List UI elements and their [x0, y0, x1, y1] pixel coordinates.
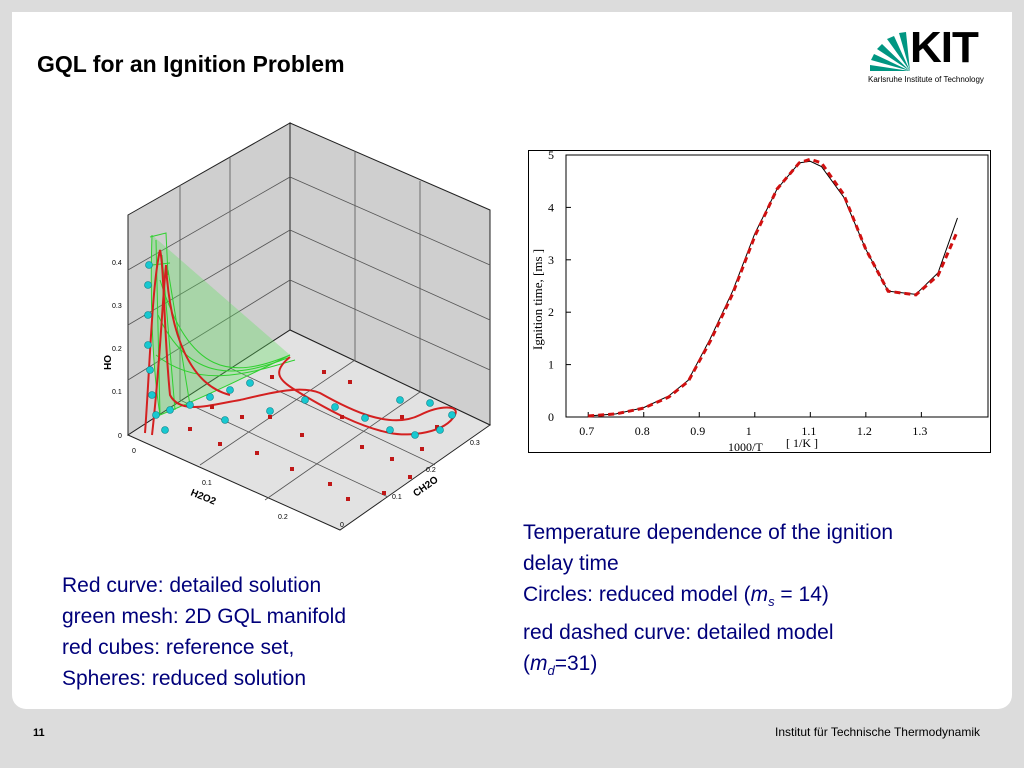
- ch2o-tick: 0.1: [392, 494, 402, 501]
- gql-manifold-mesh: [149, 232, 296, 416]
- kit-subtext: Karlsruhe Institute of Technology: [868, 75, 984, 84]
- floor-plane: [126, 329, 491, 531]
- h2o2-axis-label: H2O2: [189, 488, 218, 508]
- detailed-solution-curve: [144, 249, 457, 436]
- chart-frame: [528, 150, 991, 453]
- ch2o-tick: 0.3: [470, 440, 480, 447]
- footer-institute: Institut für Technische Thermodynamik: [775, 725, 980, 739]
- caption-line: (md=31): [523, 648, 893, 686]
- left-caption: Red curve: detailed solution green mesh:…: [62, 570, 346, 694]
- grid-lines: [127, 151, 491, 501]
- series-solid-line: [588, 160, 958, 417]
- caption-sub: s: [768, 594, 775, 610]
- caption-text: =31): [554, 652, 598, 676]
- plot-area: [565, 154, 989, 418]
- x-tick-label: 0.8: [635, 424, 650, 438]
- y-tick-labels: 0 1 2 3 4 5: [548, 150, 554, 424]
- reference-set-cubes: [188, 370, 439, 501]
- y-tick-label: 1: [548, 358, 554, 372]
- page-number: 11: [33, 727, 45, 739]
- caption-line: red cubes: reference set,: [62, 636, 295, 659]
- kit-logo-emblem-icon: [870, 32, 910, 71]
- h2o2-tick: 0: [132, 448, 136, 455]
- x-tick-label: 1.2: [857, 424, 872, 438]
- x-tick-label: 0.9: [690, 424, 705, 438]
- oh-tick: 0.2: [112, 346, 122, 353]
- right-caption: Temperature dependence of the ignition d…: [523, 517, 893, 686]
- kit-wordmark: KIT: [910, 23, 979, 72]
- x-axis-unit: [ 1/K ]: [786, 436, 818, 450]
- x-tick-labels: 0.7 0.8 0.9 1 1.1 1.2 1.3: [579, 424, 927, 438]
- y-tick-label: 4: [548, 200, 554, 214]
- ch2o-tick: 0.2: [426, 467, 436, 474]
- x-tick-label: 0.7: [579, 424, 594, 438]
- y-tick-label: 0: [548, 410, 554, 424]
- oh-axis-label: OH: [101, 355, 112, 370]
- h2o2-tick: 0.1: [202, 480, 212, 487]
- ignition-delay-chart: 0 1 2 3 4 5 0.7 0.8 0.9 1 1.1 1.2 1.3 1000/T [ 1/K …: [528, 150, 991, 453]
- y-tick-label: 2: [548, 305, 554, 319]
- caption-text: Circles: reduced model (: [523, 583, 751, 606]
- gql-3d-plot: 0 0.1 0.2 0.3 0.4 0 0.1 0.2 0 0.1 0.2 0.…: [101, 122, 491, 531]
- x-tick-label: 1.3: [912, 424, 927, 438]
- caption-sub: d: [547, 663, 555, 679]
- oh-tick: 0.3: [112, 303, 122, 310]
- h2o2-tick: 0.2: [278, 514, 288, 521]
- caption-text: = 14): [774, 583, 829, 606]
- ch2o-tick: 0: [340, 522, 344, 529]
- caption-line: red dashed curve: detailed model: [523, 621, 834, 645]
- slide-title: GQL for an Ignition Problem: [37, 51, 345, 77]
- caption-var: m: [530, 652, 548, 676]
- y-tick-label: 3: [548, 253, 554, 267]
- x-tick-label: 1.1: [801, 424, 816, 438]
- oh-tick: 0.1: [112, 389, 122, 396]
- y-axis-label: Ignition time, [ms ]: [530, 249, 545, 350]
- x-tick-label: 1: [746, 424, 752, 438]
- caption-line: Spheres: reduced solution: [62, 667, 306, 690]
- caption-line: Temperature dependence of the ignition: [523, 521, 894, 544]
- ch2o-axis-label: CH2O: [411, 474, 440, 499]
- caption-line: delay time: [523, 552, 619, 575]
- x-axis-label: 1000/T: [728, 440, 763, 453]
- y-tick-label: 5: [548, 150, 554, 162]
- kit-logo: KIT Karlsruhe Institute of Technology: [868, 23, 996, 89]
- oh-tick: 0: [118, 433, 122, 440]
- reduced-solution-spheres: [144, 261, 456, 439]
- caption-line: Circles: reduced model (ms = 14): [523, 579, 893, 617]
- caption-text: (: [523, 652, 530, 676]
- caption-line: green mesh: 2D GQL manifold: [62, 605, 347, 628]
- oh-tick: 0.4: [112, 260, 122, 267]
- caption-line: Red curve: detailed solution: [62, 574, 322, 597]
- caption-var: m: [750, 583, 769, 606]
